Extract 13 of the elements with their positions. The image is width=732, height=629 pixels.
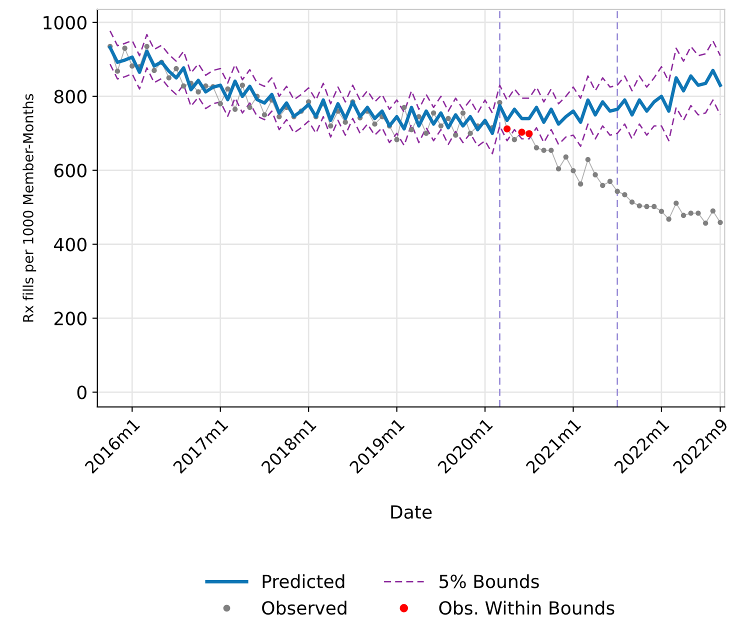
- y-tick-label: 1000: [44, 16, 86, 30]
- legend-label: 5% Bounds: [440, 574, 539, 588]
- legend-label: Obs. Within Bounds: [439, 600, 614, 615]
- y-tick-label: 400: [54, 238, 86, 252]
- y-axis-title: Rx fills per 1000 Member-Months: [22, 94, 36, 322]
- y-tick-label: 600: [54, 164, 86, 178]
- x-axis-title: Date: [391, 505, 432, 519]
- y-tick-label: 200: [54, 312, 86, 326]
- legend-label: Predicted: [262, 574, 344, 588]
- legend-label: Observed: [262, 600, 346, 615]
- y-tick-label: 800: [54, 90, 86, 104]
- y-tick-label: 0: [77, 386, 86, 400]
- line-series: [109, 63, 721, 154]
